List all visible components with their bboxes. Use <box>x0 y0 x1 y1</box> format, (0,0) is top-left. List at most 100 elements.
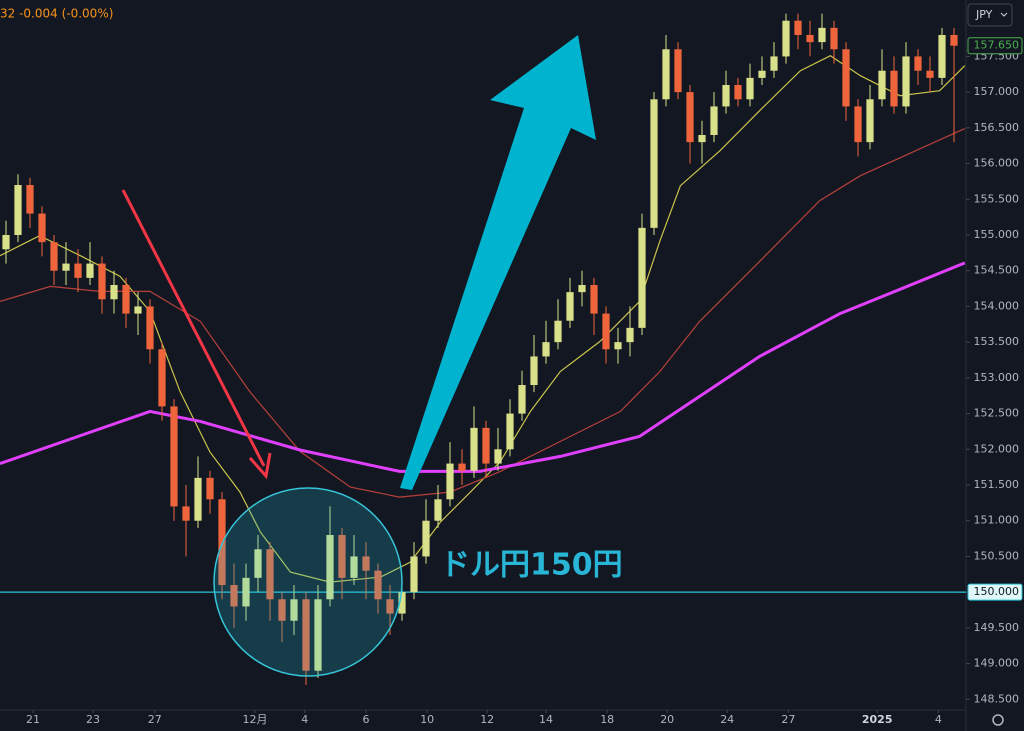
candle-body <box>518 385 526 414</box>
candle-body <box>794 20 802 35</box>
candle-body <box>734 85 742 100</box>
moving-average-line <box>0 55 966 583</box>
currency-button[interactable] <box>967 3 1013 27</box>
candle-body <box>338 535 346 578</box>
candle-body <box>506 413 514 450</box>
candle-body <box>314 599 322 671</box>
candle-body <box>662 49 670 100</box>
candle-body <box>890 70 898 107</box>
candle-body <box>878 70 886 100</box>
candle-body <box>266 549 274 600</box>
candle-body <box>830 27 838 50</box>
candle-body <box>710 106 718 135</box>
candle-body <box>14 185 22 235</box>
candle-body <box>950 35 958 46</box>
candle-body <box>914 56 922 71</box>
candle-body <box>2 235 10 250</box>
drawings <box>121 35 596 677</box>
candle-body <box>530 356 538 385</box>
y-tick-label: 149.500 <box>974 621 1020 634</box>
candle-body <box>638 227 646 328</box>
y-tick-label: 152.000 <box>974 442 1020 455</box>
candle-body <box>842 49 850 107</box>
y-tick-label: 153.000 <box>974 371 1020 384</box>
x-tick-label: 10 <box>420 713 434 726</box>
candle-body <box>590 285 598 314</box>
candle-body <box>542 342 550 357</box>
y-tick-label: 152.500 <box>974 407 1020 420</box>
candle-body <box>938 35 946 78</box>
candle-body <box>38 213 46 243</box>
dropdown-caret[interactable] <box>1000 12 1008 17</box>
settings-icon[interactable] <box>992 714 1004 726</box>
candle-body <box>206 477 214 500</box>
candle-body <box>290 599 298 621</box>
candle-body <box>50 242 58 271</box>
y-tick-label: 157.000 <box>974 85 1020 98</box>
candle-body <box>350 556 358 578</box>
candle-body <box>470 427 478 471</box>
candle-body <box>386 599 394 614</box>
level-price-label: 150.000 <box>974 585 1020 598</box>
annotation: ドル円150円 <box>440 548 623 583</box>
candle-body <box>254 549 262 578</box>
candle-body <box>854 106 862 143</box>
candle-body <box>722 85 730 107</box>
x-tick-label: 4 <box>935 713 942 726</box>
candle-body <box>818 27 826 43</box>
x-tick-label: 20 <box>660 713 674 726</box>
candle-body <box>374 570 382 600</box>
currency-label[interactable]: JPY <box>975 8 993 21</box>
plot-area <box>0 13 966 685</box>
x-tick-label: 23 <box>86 713 100 726</box>
candle-body <box>758 70 766 78</box>
y-tick-label: 155.000 <box>974 228 1020 241</box>
y-tick-label: 155.500 <box>974 192 1020 205</box>
y-tick-label: 148.500 <box>974 692 1020 705</box>
candle-body <box>578 285 586 293</box>
candle-body <box>410 556 418 593</box>
candle-body <box>566 292 574 321</box>
candle-body <box>746 77 754 100</box>
candle-body <box>806 35 814 43</box>
candle-body <box>698 135 706 143</box>
y-tick-label: 151.500 <box>974 478 1020 491</box>
x-tick-label: 4 <box>301 713 308 726</box>
candle-body <box>362 556 370 571</box>
y-tick-label: 154.500 <box>974 264 1020 277</box>
last-price-label: 157.650 <box>974 39 1020 52</box>
moving-average-line <box>0 128 966 498</box>
x-tick-label: 24 <box>720 713 734 726</box>
x-tick-label: 14 <box>539 713 553 726</box>
candle-body <box>902 56 910 107</box>
x-tick-label: 12 <box>480 713 494 726</box>
candle-body <box>122 285 130 314</box>
candle-body <box>182 506 190 521</box>
up-arrow <box>400 35 596 490</box>
candle-body <box>614 342 622 350</box>
y-tick-label: 151.000 <box>974 514 1020 527</box>
candle-body <box>62 263 70 271</box>
y-tick-label: 153.500 <box>974 335 1020 348</box>
candle-body <box>218 499 226 585</box>
candle-body <box>494 449 502 464</box>
candle-body <box>626 327 634 343</box>
candle-body <box>926 70 934 78</box>
candle-body <box>674 49 682 93</box>
down-arrow <box>121 189 266 467</box>
x-tick-label: 21 <box>26 713 40 726</box>
candle-body <box>74 263 82 278</box>
candle-body <box>770 56 778 71</box>
candle-body <box>650 99 658 228</box>
candle-body <box>26 185 34 214</box>
candle-body <box>146 306 154 350</box>
candle-body <box>326 535 334 600</box>
y-tick-label: 154.000 <box>974 299 1020 312</box>
candle-body <box>686 92 694 143</box>
y-tick-label: 156.000 <box>974 157 1020 170</box>
candle-body <box>134 306 142 314</box>
candle-body <box>194 477 202 521</box>
x-tick-label: 18 <box>600 713 614 726</box>
x-tick-label: 6 <box>363 713 370 726</box>
